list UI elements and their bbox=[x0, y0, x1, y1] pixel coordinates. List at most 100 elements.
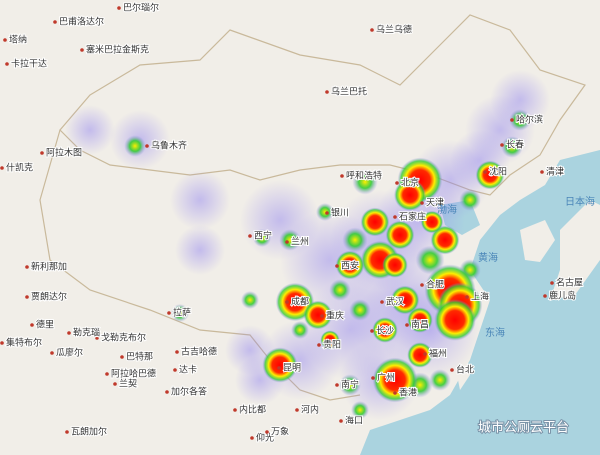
city-dot bbox=[405, 323, 409, 327]
heatmap bbox=[65, 70, 550, 420]
heat-warm bbox=[279, 229, 301, 251]
heat-warm bbox=[351, 401, 369, 419]
city-dot bbox=[233, 408, 237, 412]
city-dot bbox=[285, 300, 289, 304]
city-dot bbox=[543, 294, 547, 298]
city-dot bbox=[25, 295, 29, 299]
city-dot bbox=[167, 311, 171, 315]
city-dot bbox=[335, 383, 339, 387]
city-label: 沈阳 bbox=[489, 166, 507, 178]
japan bbox=[550, 200, 600, 300]
city-label: 加尔各答 bbox=[171, 386, 207, 398]
heat-warm bbox=[291, 321, 309, 339]
city-dot bbox=[248, 234, 252, 238]
city-dot bbox=[483, 170, 487, 174]
city-dot bbox=[53, 20, 57, 24]
heat-hot bbox=[430, 225, 460, 255]
city-dot bbox=[393, 215, 397, 219]
city-dot bbox=[420, 201, 424, 205]
city-dot bbox=[450, 368, 454, 372]
city-dot bbox=[117, 6, 121, 10]
city-dot bbox=[335, 264, 339, 268]
city-label: 阿拉木图 bbox=[46, 147, 82, 159]
city-label: 长沙 bbox=[376, 325, 394, 337]
city-label: 福州 bbox=[429, 348, 447, 360]
city-dot bbox=[393, 391, 397, 395]
city-label: 戈勒克布尔 bbox=[101, 332, 146, 344]
city-dot bbox=[339, 419, 343, 423]
city-label: 德里 bbox=[36, 319, 54, 331]
heat-warm bbox=[339, 374, 361, 396]
city-label: 天津 bbox=[426, 198, 444, 209]
city-dot bbox=[295, 408, 299, 412]
heat-haze bbox=[175, 225, 225, 275]
city-label: 南昌 bbox=[411, 319, 429, 331]
city-dot bbox=[395, 181, 399, 185]
city-dot bbox=[0, 166, 4, 170]
city-label: 巴尔瑙尔 bbox=[123, 2, 159, 14]
city-dot bbox=[165, 390, 169, 394]
city-dot bbox=[285, 240, 289, 244]
city-dot bbox=[95, 336, 99, 340]
city-dot bbox=[250, 436, 254, 440]
heat-hot bbox=[434, 299, 476, 341]
heat-hot bbox=[420, 210, 444, 234]
city-label: 上海 bbox=[471, 291, 489, 303]
city-label: 古吉哈德 bbox=[181, 346, 217, 358]
city-label: 重庆 bbox=[326, 310, 344, 322]
city-label: 拉萨 bbox=[173, 307, 191, 319]
heat-hot bbox=[360, 207, 390, 237]
city-label: 河内 bbox=[301, 404, 319, 416]
city-label: 塔纳 bbox=[9, 34, 27, 46]
city-label: 合肥 bbox=[426, 279, 444, 291]
city-dot bbox=[113, 382, 117, 386]
heat-hot bbox=[407, 342, 433, 368]
heat-warm bbox=[253, 229, 271, 247]
city-dot bbox=[30, 323, 34, 327]
heat-warm bbox=[349, 299, 371, 321]
city-label: 昆明 bbox=[283, 363, 301, 374]
city-dot bbox=[510, 118, 514, 122]
heat-warm bbox=[352, 169, 378, 195]
city-label: 内比都 bbox=[239, 404, 266, 416]
city-dot bbox=[380, 300, 384, 304]
city-label: 西宁 bbox=[254, 230, 272, 242]
city-dot bbox=[40, 151, 44, 155]
city-dot bbox=[465, 295, 469, 299]
heat-warm bbox=[124, 135, 146, 157]
city-dot bbox=[25, 265, 29, 269]
city-label: 清津 bbox=[546, 166, 564, 178]
city-dot bbox=[371, 376, 375, 380]
city-label: 巴甫洛达尔 bbox=[59, 16, 104, 28]
heat-warm bbox=[241, 291, 259, 309]
city-label: 兰州 bbox=[291, 236, 309, 248]
city-dot bbox=[145, 144, 149, 148]
city-label: 仰光 bbox=[256, 432, 274, 444]
heat-hot bbox=[382, 252, 408, 278]
city-label: 乌兰巴托 bbox=[331, 86, 367, 98]
city-dot bbox=[340, 174, 344, 178]
sea-label: 东海 bbox=[485, 326, 505, 339]
city-label: 集特布尔 bbox=[6, 337, 42, 349]
city-label: 西安 bbox=[341, 260, 359, 272]
city-dot bbox=[325, 90, 329, 94]
city-label: 台北 bbox=[456, 364, 474, 376]
heat-hot bbox=[372, 357, 418, 403]
city-label: 新利那加 bbox=[31, 261, 67, 273]
city-dot bbox=[120, 355, 124, 359]
city-label: 银川 bbox=[331, 207, 349, 219]
city-dot bbox=[550, 281, 554, 285]
heat-hot bbox=[394, 179, 426, 211]
heat-hot bbox=[303, 300, 333, 330]
watermark: 城市公厕云平台 bbox=[478, 420, 569, 436]
heat-warm bbox=[329, 279, 351, 301]
city-label: 万象 bbox=[271, 426, 289, 438]
city-dot bbox=[3, 38, 7, 42]
city-label: 长春 bbox=[506, 139, 524, 151]
city-label: 达卡 bbox=[179, 364, 197, 376]
city-dot bbox=[65, 430, 69, 434]
city-dot bbox=[500, 143, 504, 147]
city-label: 哈尔滨 bbox=[516, 114, 543, 126]
city-dot bbox=[317, 343, 321, 347]
